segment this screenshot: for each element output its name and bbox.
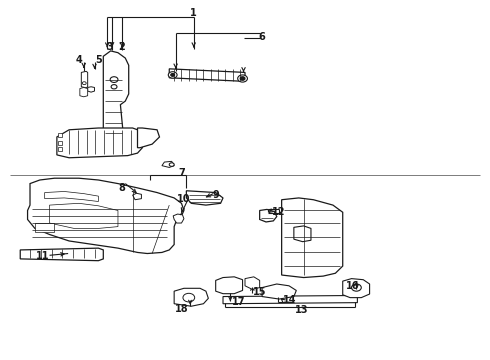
- Circle shape: [171, 73, 174, 76]
- Polygon shape: [162, 161, 174, 167]
- Polygon shape: [58, 140, 62, 145]
- Circle shape: [183, 293, 195, 302]
- Polygon shape: [49, 203, 118, 228]
- Text: 3: 3: [107, 42, 114, 52]
- Text: 7: 7: [178, 168, 185, 178]
- Circle shape: [110, 77, 118, 82]
- Circle shape: [111, 85, 117, 89]
- Polygon shape: [138, 128, 159, 148]
- Text: 12: 12: [271, 207, 285, 217]
- Polygon shape: [223, 296, 357, 304]
- Text: 11: 11: [35, 251, 49, 261]
- Polygon shape: [174, 288, 208, 306]
- Polygon shape: [20, 248, 103, 261]
- Text: 13: 13: [294, 305, 308, 315]
- Text: 6: 6: [259, 32, 266, 41]
- Text: 15: 15: [253, 287, 267, 297]
- Circle shape: [169, 163, 174, 166]
- Circle shape: [240, 77, 245, 80]
- Text: 1: 1: [190, 8, 197, 18]
- Polygon shape: [80, 87, 88, 97]
- Circle shape: [238, 75, 247, 82]
- Polygon shape: [57, 128, 143, 158]
- Polygon shape: [81, 71, 88, 88]
- Polygon shape: [173, 214, 184, 223]
- Text: 9: 9: [213, 190, 220, 200]
- Polygon shape: [343, 279, 369, 298]
- Text: 18: 18: [174, 304, 188, 314]
- Text: 8: 8: [119, 183, 125, 193]
- Polygon shape: [133, 193, 142, 200]
- Polygon shape: [58, 147, 62, 151]
- Polygon shape: [45, 192, 98, 202]
- Polygon shape: [245, 277, 260, 289]
- Circle shape: [82, 82, 86, 85]
- Polygon shape: [88, 87, 95, 92]
- Text: 4: 4: [76, 55, 83, 65]
- Polygon shape: [186, 191, 223, 205]
- Text: 14: 14: [283, 295, 297, 305]
- Polygon shape: [35, 223, 54, 232]
- Polygon shape: [294, 226, 311, 242]
- Polygon shape: [103, 51, 129, 146]
- Polygon shape: [262, 284, 296, 299]
- Text: 10: 10: [177, 194, 191, 204]
- Polygon shape: [216, 277, 243, 294]
- Text: 5: 5: [95, 55, 102, 65]
- Polygon shape: [58, 134, 62, 137]
- Polygon shape: [260, 210, 277, 222]
- Polygon shape: [169, 69, 245, 81]
- Circle shape: [351, 284, 361, 291]
- Circle shape: [168, 72, 177, 78]
- Polygon shape: [282, 198, 343, 278]
- Text: 16: 16: [346, 281, 359, 291]
- Text: 2: 2: [119, 42, 125, 52]
- Text: 17: 17: [232, 297, 246, 307]
- Polygon shape: [27, 178, 184, 253]
